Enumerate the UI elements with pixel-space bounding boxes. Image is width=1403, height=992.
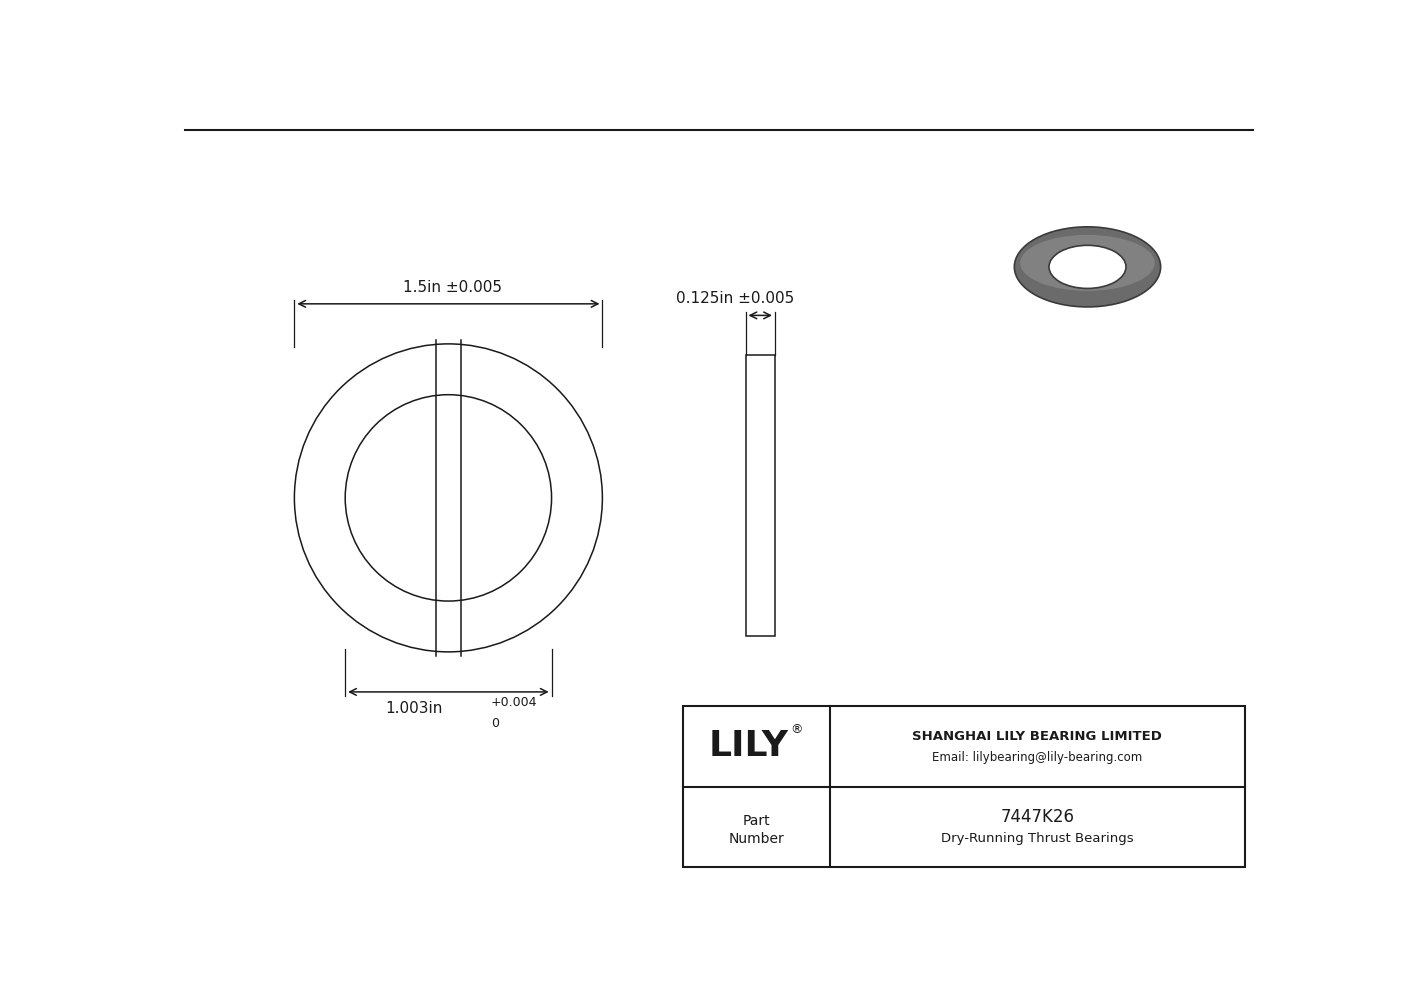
Text: 1.003in: 1.003in xyxy=(384,701,442,716)
Text: 1.5in ±0.005: 1.5in ±0.005 xyxy=(403,280,502,295)
Text: 7447K26: 7447K26 xyxy=(1000,808,1075,826)
Text: 0: 0 xyxy=(491,716,498,729)
Bar xyxy=(683,705,1246,867)
Bar xyxy=(745,355,774,637)
Ellipse shape xyxy=(1049,245,1127,289)
Text: 0.125in ±0.005: 0.125in ±0.005 xyxy=(675,291,794,307)
Ellipse shape xyxy=(1020,235,1155,291)
Text: Part: Part xyxy=(742,813,770,828)
Text: Number: Number xyxy=(728,831,784,845)
Text: +0.004: +0.004 xyxy=(491,695,537,708)
Text: Dry-Running Thrust Bearings: Dry-Running Thrust Bearings xyxy=(941,832,1134,845)
Text: SHANGHAI LILY BEARING LIMITED: SHANGHAI LILY BEARING LIMITED xyxy=(912,730,1162,743)
Ellipse shape xyxy=(1014,227,1160,307)
Text: Email: lilybearing@lily-bearing.com: Email: lilybearing@lily-bearing.com xyxy=(933,751,1142,764)
Text: LILY: LILY xyxy=(709,729,788,763)
Text: ®: ® xyxy=(790,723,803,736)
